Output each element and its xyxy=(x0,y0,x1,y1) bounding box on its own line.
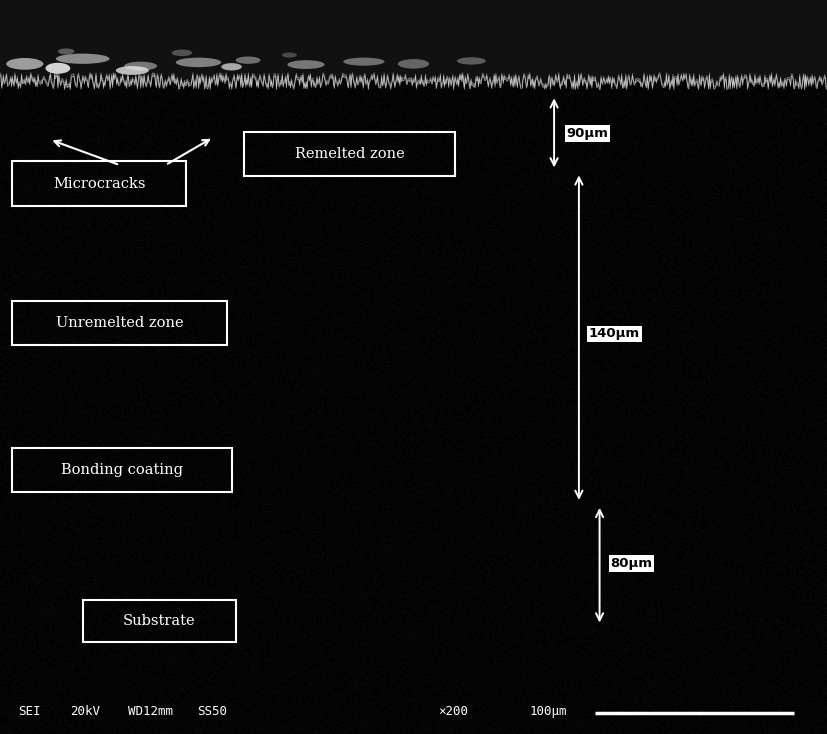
Text: 20kV: 20kV xyxy=(70,705,100,719)
Ellipse shape xyxy=(116,66,149,75)
Ellipse shape xyxy=(175,58,221,67)
Text: ×200: ×200 xyxy=(438,705,468,719)
Text: Remelted zone: Remelted zone xyxy=(294,147,404,161)
Ellipse shape xyxy=(343,57,385,66)
Ellipse shape xyxy=(58,48,74,54)
Text: Bonding coating: Bonding coating xyxy=(61,462,183,477)
Ellipse shape xyxy=(55,54,109,64)
Bar xyxy=(12,161,186,206)
Text: Unremelted zone: Unremelted zone xyxy=(56,316,184,330)
Ellipse shape xyxy=(287,60,324,69)
Text: 80μm: 80μm xyxy=(610,557,653,570)
Text: WD12mm: WD12mm xyxy=(128,705,173,719)
Text: 140μm: 140μm xyxy=(589,327,640,341)
Text: SEI: SEI xyxy=(18,705,41,719)
Text: SS50: SS50 xyxy=(197,705,227,719)
Text: 90μm: 90μm xyxy=(566,127,609,140)
Ellipse shape xyxy=(282,53,297,57)
Ellipse shape xyxy=(45,62,70,73)
Ellipse shape xyxy=(457,57,486,65)
Bar xyxy=(83,600,236,642)
Ellipse shape xyxy=(236,57,261,64)
Ellipse shape xyxy=(7,58,43,70)
Ellipse shape xyxy=(398,59,429,68)
Polygon shape xyxy=(0,0,827,90)
Ellipse shape xyxy=(222,63,242,70)
Text: Substrate: Substrate xyxy=(123,614,195,628)
Text: Microcracks: Microcracks xyxy=(53,176,146,191)
Ellipse shape xyxy=(172,50,192,57)
Bar xyxy=(12,448,232,492)
Bar xyxy=(244,132,455,176)
Ellipse shape xyxy=(124,62,157,70)
Bar xyxy=(12,301,227,345)
Text: 100μm: 100μm xyxy=(529,705,566,719)
